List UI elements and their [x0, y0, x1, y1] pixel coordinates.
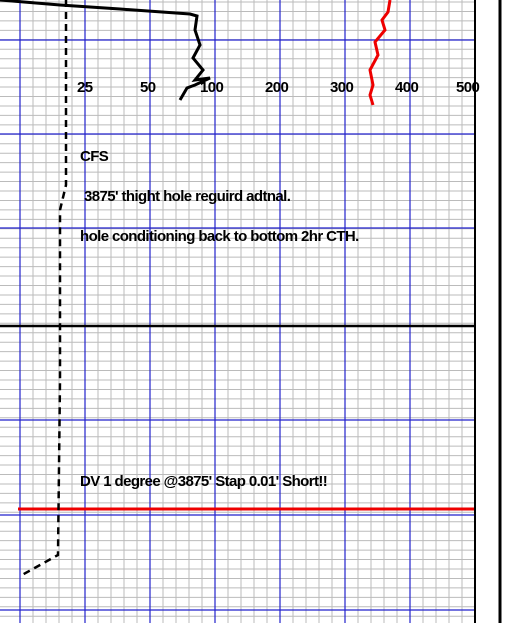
scale-label: 400	[395, 79, 418, 96]
survey-note: DV 1 degree @3875' Stap 0.01' Short!!	[80, 473, 327, 490]
scale-label: 50	[140, 79, 156, 96]
note-line: 3875' thight hole reguird adtnal.	[84, 188, 291, 205]
scale-label: 300	[330, 79, 353, 96]
scale-label: 100	[200, 79, 223, 96]
scale-label: 25	[77, 79, 93, 96]
note-heading: CFS	[80, 148, 109, 165]
scale-label: 200	[265, 79, 288, 96]
grid	[0, 0, 475, 623]
curve-red	[368, 0, 392, 106]
scale-label: 500	[456, 79, 479, 96]
curve-black	[0, 0, 211, 101]
scale: 25 50 100 200 300 400 500	[77, 79, 480, 96]
note-line: hole conditioning back to bottom 2hr CTH…	[80, 228, 359, 245]
